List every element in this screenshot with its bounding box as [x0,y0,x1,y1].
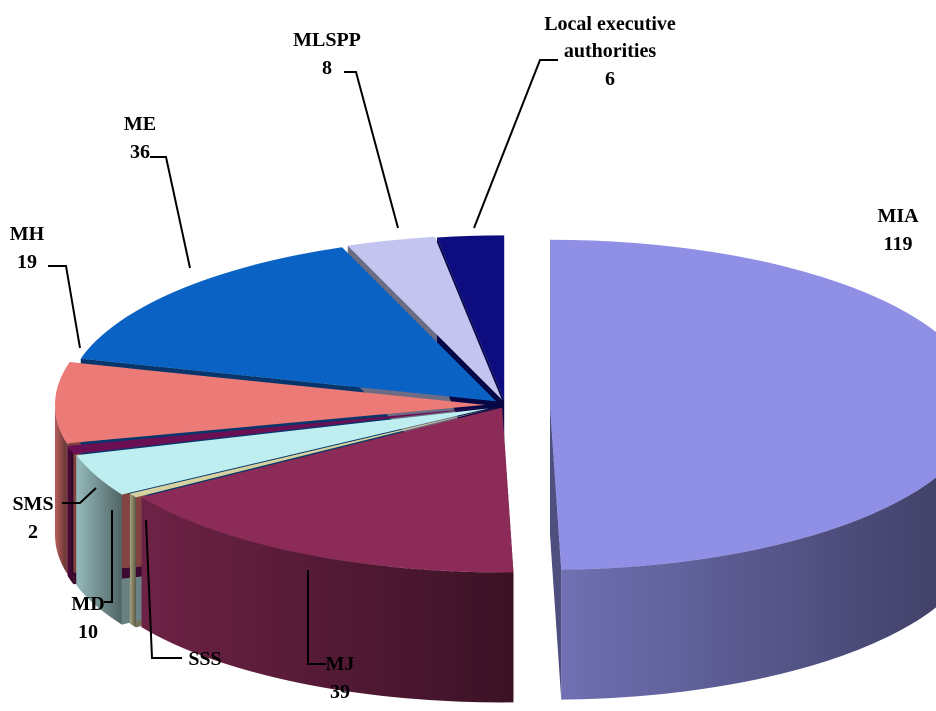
data-label-me-line-1: 36 [130,141,150,163]
data-label-mlspp-line-1: 8 [322,57,332,79]
leader-line-mh [48,265,81,349]
slice-side-sss [129,493,136,628]
data-label-md-line-0: MD [71,593,104,615]
data-label-local-executive-authorities-line-2: 6 [605,68,615,90]
slice-sms [67,407,486,455]
leader-line-sms [62,487,97,504]
slice-mlspp [347,236,502,400]
slice-side-mj [141,497,514,703]
data-label-me-line-0: ME [124,113,156,135]
leader-line-local-executive-authorities [473,59,558,229]
leader-line-md [104,510,113,603]
slice-side-mia [561,477,936,700]
data-label-mj-line-0: MJ [326,653,355,675]
data-label-md-line-1: 10 [78,621,98,643]
data-label-mh-line-1: 19 [17,251,37,273]
data-label-mj-line-1: 39 [330,681,350,703]
slice-local-executive-authorities [436,235,505,401]
slice-md [76,408,489,495]
slice-sss [129,407,497,498]
slice-mia [549,239,936,570]
leader-line-mlspp [344,71,399,229]
data-label-mlspp-line-0: MLSPP [293,29,361,51]
slice-me [80,247,497,402]
data-label-sms-line-0: SMS [12,493,53,515]
slice-side-md [76,455,122,625]
data-label-sss-line-0: SSS [188,648,221,670]
leader-line-me [150,156,191,269]
data-label-local-executive-authorities-line-0: Local executive [544,13,676,35]
slice-mj [141,407,514,573]
slice-labels: MIA 119 MJ 39 SSS MD 10 SMS 2 MH 19 ME 36 MLSPP 8 Local… [10,13,919,703]
slice-cut-face-mia-1 [549,404,562,700]
pie-slices [55,235,936,703]
leader-line-sss [145,519,182,659]
leader-line-mj [307,570,326,665]
slice-side-sms [67,445,74,585]
leader-lines [48,59,558,665]
data-label-sms-line-1: 2 [28,521,38,543]
data-label-local-executive-authorities-line-1: authorities [564,40,656,62]
data-label-mia-line-0: MIA [877,205,919,227]
data-label-mia-line-1: 119 [884,233,913,255]
data-label-mh-line-0: MH [10,223,45,245]
slice-mh [55,362,486,444]
slice-side-mh [55,404,67,574]
